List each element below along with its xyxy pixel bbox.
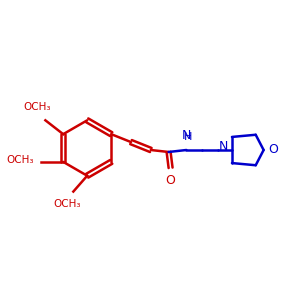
- Text: N: N: [182, 129, 191, 142]
- Text: OCH₃: OCH₃: [54, 200, 81, 209]
- Text: OCH₃: OCH₃: [6, 155, 34, 165]
- Text: H: H: [184, 132, 193, 142]
- Text: O: O: [268, 143, 278, 157]
- Text: O: O: [166, 174, 176, 187]
- Text: N: N: [219, 140, 228, 152]
- Text: OCH₃: OCH₃: [24, 102, 51, 112]
